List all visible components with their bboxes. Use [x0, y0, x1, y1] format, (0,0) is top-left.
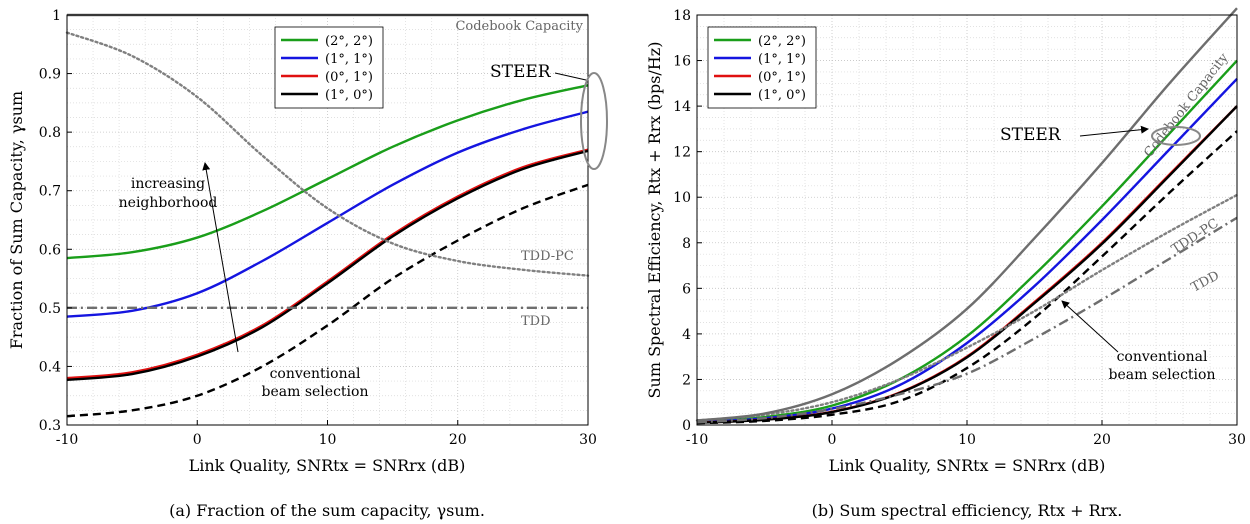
chart-b-tdd-pc-label: TDD-PC [1169, 216, 1222, 257]
chart-a-legend: (2°, 2°) (1°, 1°) (0°, 1°) (1°, 0°) [274, 26, 384, 109]
chart-b-conventional-arrow [1061, 300, 1119, 353]
chart-b-legend: (2°, 2°) (1°, 1°) (0°, 1°) (1°, 0°) [707, 26, 817, 109]
chart-a-series-0 [66, 84, 589, 260]
chart-a-y-tick-label: 0.6 [39, 242, 61, 258]
chart-a-legend-label-3: (0°, 1°) [325, 70, 373, 85]
chart-a-ticks: -10 0 10 20 30 0.3 0.4 0.5 0.6 0.7 0.8 0.9 1 [39, 8, 597, 448]
chart-b-legend-label-4: (1°, 0°) [758, 88, 806, 103]
chart-b-steer-arrow [1079, 125, 1149, 137]
chart-a-series-2 [66, 148, 589, 380]
chart-b-series-1 [696, 77, 1238, 424]
chart-a-steer-label: STEER [490, 62, 552, 82]
chart-b-steer-ellipse [1151, 126, 1201, 146]
chart-b-conventional-label: conventional [1117, 349, 1208, 365]
chart-b-series-3 [696, 105, 1238, 424]
chart-a-x-tick-label: 30 [579, 432, 597, 448]
chart-b-y-tick-label: 10 [673, 190, 691, 206]
chart-b-tdd-label: TDD [1189, 268, 1222, 295]
chart-b-x-tick-label: -10 [686, 432, 709, 448]
chart-b-x-tick-label: 10 [958, 432, 976, 448]
chart-b-series-0 [696, 59, 1238, 423]
chart-a-steer-pointer [554, 72, 587, 81]
chart-a-y-tick-label: 0.9 [39, 67, 61, 83]
chart-b-x-tick-label: 20 [1093, 432, 1111, 448]
chart-a-y-tick-label: 0.4 [39, 359, 61, 375]
chart-a-steer-ellipse [580, 72, 608, 170]
chart-b-y-tick-label: 14 [673, 99, 691, 115]
chart-a-increasing-label: increasing [131, 176, 205, 192]
chart-b-caption: (b) Sum spectral efficiency, Rtx + Rrx. [812, 501, 1123, 520]
chart-a-caption: (a) Fraction of the sum capacity, γsum. [169, 501, 485, 520]
chart-a-x-tick-label: 10 [319, 432, 337, 448]
chart-a-legend-label-2: (1°, 1°) [325, 52, 373, 67]
chart-a-conventional-label: conventional [270, 366, 361, 382]
chart-a-x-tick-label: 0 [193, 432, 202, 448]
chart-a-series-3 [66, 149, 589, 382]
chart-b-y-tick-label: 2 [682, 372, 691, 388]
chart-a-y-tick-label: 0.3 [39, 418, 61, 434]
chart-b-series-7 [696, 7, 1238, 422]
chart-a-beam-selection-label: beam selection [262, 384, 369, 400]
chart-b-legend-label-3: (0°, 1°) [758, 70, 806, 85]
chart-b-x-tick-label: 0 [828, 432, 837, 448]
chart-b-y-axis-label: Sum Spectral Efficiency, Rtx + Rrx (bps/… [645, 42, 664, 399]
chart-b-y-tick-label: 4 [682, 327, 691, 343]
chart-a-y-tick-label: 0.7 [39, 184, 61, 200]
chart-b-series-4 [696, 130, 1238, 425]
chart-a-series-4 [66, 183, 589, 418]
chart-b-series-5 [695, 193, 1239, 422]
chart-b-legend-label-1: (2°, 2°) [758, 34, 806, 49]
chart-b-y-tick-label: 18 [673, 8, 691, 24]
chart-a-series-5 [65, 31, 590, 277]
chart-b-beam-selection-label: beam selection [1109, 367, 1216, 383]
chart-a-legend-label-1: (2°, 2°) [325, 34, 373, 49]
chart-b-y-tick-label: 0 [682, 418, 691, 434]
chart-a-neighborhood-label: neighborhood [119, 195, 218, 211]
chart-a-x-axis-label: Link Quality, SNRtx = SNRrx (dB) [189, 456, 466, 475]
chart-b-series [695, 7, 1239, 425]
chart-b-legend-label-2: (1°, 1°) [758, 52, 806, 67]
chart-a: -10 0 10 20 30 0.3 0.4 0.5 0.6 0.7 0.8 0.9 1 (2°, 2°… [7, 8, 608, 520]
chart-a-x-tick-label: 20 [449, 432, 467, 448]
chart-a-tdd-label: TDD [521, 314, 551, 329]
chart-a-increasing-arrow [202, 162, 239, 353]
chart-b-steer-label: STEER [1000, 125, 1062, 145]
chart-b-x-tick-label: 30 [1228, 432, 1246, 448]
chart-b-y-tick-label: 6 [682, 281, 691, 297]
chart-b-series-6 [696, 216, 1238, 424]
chart-a-x-tick-label: -10 [56, 432, 79, 448]
chart-a-tdd-pc-label: TDD-PC [521, 249, 574, 264]
chart-b-y-tick-label: 16 [673, 54, 691, 70]
chart-a-legend-label-4: (1°, 0°) [325, 88, 373, 103]
chart-a-y-tick-label: 1 [52, 8, 61, 24]
chart-b-x-axis-label: Link Quality, SNRtx = SNRrx (dB) [829, 456, 1106, 475]
chart-a-y-tick-label: 0.8 [39, 125, 61, 141]
chart-b-y-tick-label: 8 [682, 236, 691, 252]
chart-a-y-axis-label: Fraction of Sum Capacity, γsum [7, 91, 26, 349]
chart-a-codebook-label: Codebook Capacity [455, 19, 583, 34]
chart-b-y-tick-label: 12 [673, 145, 691, 161]
chart-a-y-tick-label: 0.5 [39, 301, 61, 317]
